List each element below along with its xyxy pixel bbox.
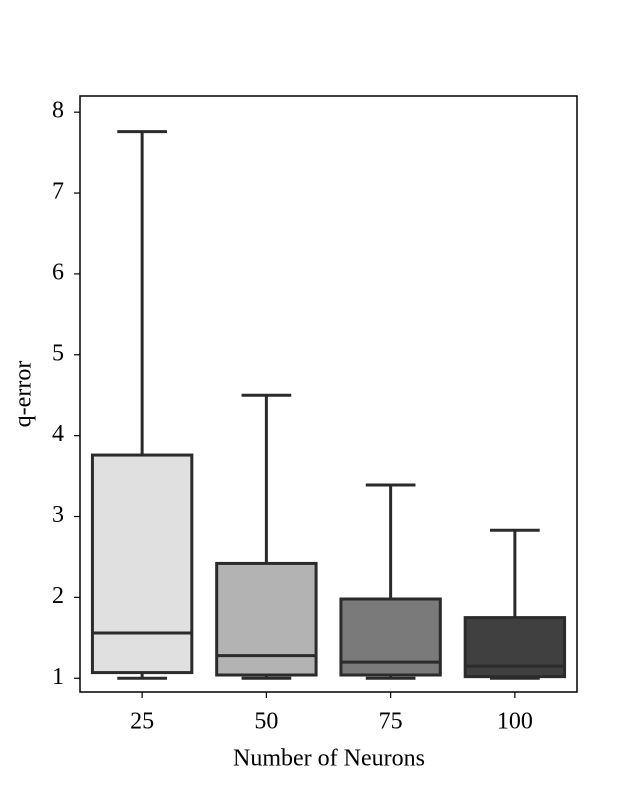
x-axis-label: Number of Neurons bbox=[233, 746, 425, 772]
x-tick-label: 75 bbox=[379, 709, 403, 735]
y-tick-label: 3 bbox=[52, 502, 64, 528]
y-tick-label: 5 bbox=[52, 340, 64, 366]
y-tick-label: 4 bbox=[52, 421, 64, 447]
box bbox=[215, 561, 318, 677]
plot-frame bbox=[79, 95, 578, 693]
box bbox=[90, 453, 194, 675]
y-tick-label: 8 bbox=[52, 98, 64, 124]
x-tick-label: 25 bbox=[130, 709, 154, 735]
y-tick-label: 2 bbox=[52, 583, 64, 609]
y-tick-label: 6 bbox=[52, 259, 64, 285]
x-tick-label: 100 bbox=[497, 709, 533, 735]
y-tick-label: 7 bbox=[52, 179, 64, 205]
box bbox=[339, 597, 442, 677]
box bbox=[463, 616, 567, 679]
x-tick-label: 50 bbox=[254, 709, 278, 735]
y-tick-label: 1 bbox=[52, 664, 64, 690]
y-axis-label: q-error bbox=[11, 361, 37, 428]
